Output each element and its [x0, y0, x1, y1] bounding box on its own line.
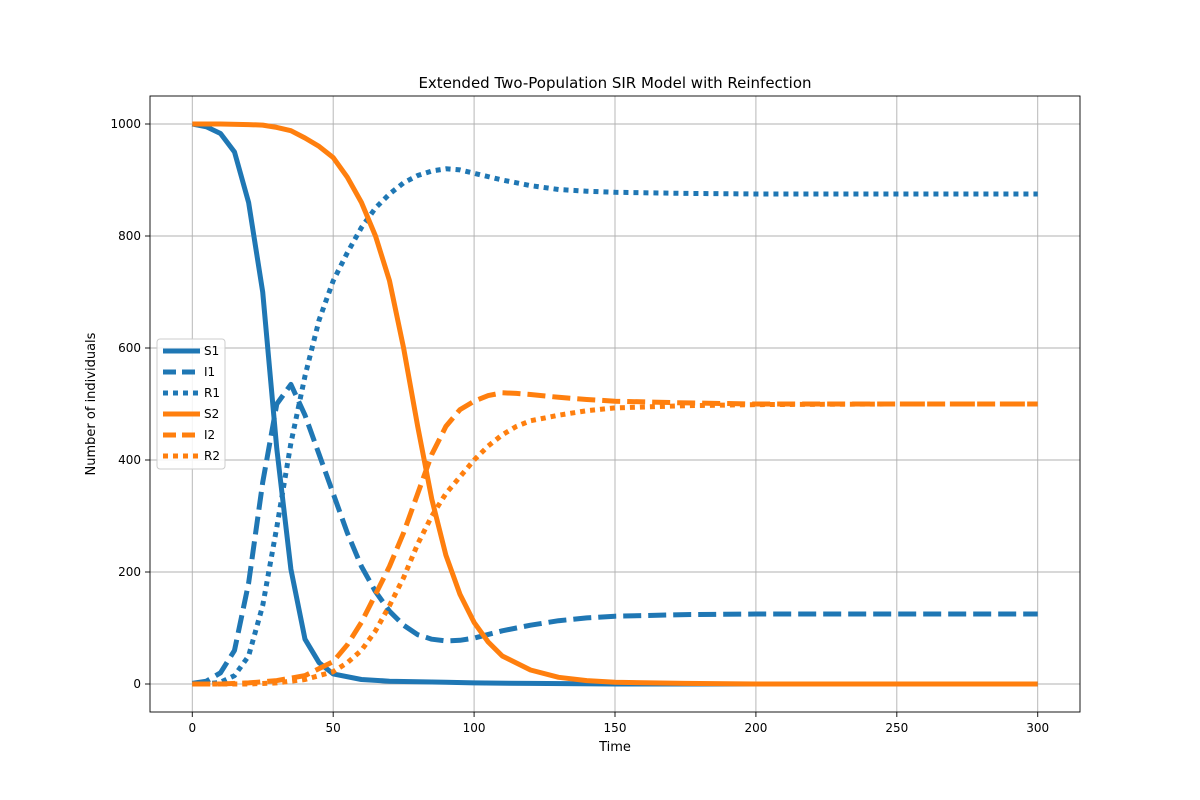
legend: S1 I1 R1 S2 I2 R2	[156, 338, 226, 470]
y-tick-label-5: 1000	[110, 117, 141, 131]
legend-label-s2: S2	[204, 407, 219, 421]
x-tick-label-6: 300	[1026, 721, 1049, 735]
x-axis: 0 50 100 150 200 250 300	[188, 712, 1049, 735]
series-line-s2	[192, 121, 1038, 687]
x-tick-label-2: 100	[463, 721, 486, 735]
y-axis: 0 200 400 600 800 1000	[110, 117, 150, 691]
legend-label-s1: S1	[204, 344, 219, 358]
y-tick-label-0: 0	[133, 677, 141, 691]
x-tick-label-3: 150	[604, 721, 627, 735]
x-tick-label-0: 0	[188, 721, 196, 735]
series-line-r1	[192, 166, 1038, 687]
y-tick-label-1: 200	[118, 565, 141, 579]
y-tick-label-4: 800	[118, 229, 141, 243]
x-tick-label-4: 200	[744, 721, 767, 735]
y-tick-label-2: 400	[118, 453, 141, 467]
x-tick-label-5: 250	[885, 721, 908, 735]
series-line-i2	[192, 390, 1038, 687]
series-line-r2	[192, 401, 1038, 687]
legend-label-r1: R1	[204, 386, 220, 400]
x-tick-label-1: 50	[326, 721, 341, 735]
y-tick-label-3: 600	[118, 341, 141, 355]
legend-label-i2: I2	[204, 428, 215, 442]
legend-label-r2: R2	[204, 449, 220, 463]
series-line-i1	[191, 381, 1038, 686]
legend-label-i1: I1	[204, 365, 215, 379]
chart-title: Extended Two-Population SIR Model with R…	[418, 74, 811, 92]
x-axis-label: Time	[598, 740, 631, 755]
y-axis-label: Number of individuals	[84, 332, 99, 475]
series-layer	[191, 121, 1038, 687]
